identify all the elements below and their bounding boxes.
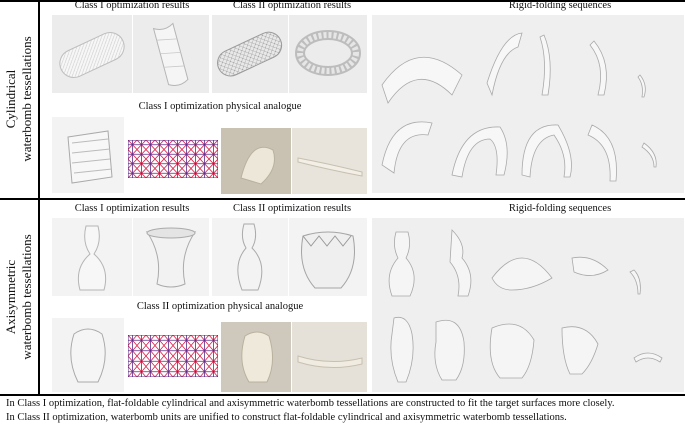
rigid-folding-title: Rigid-folding sequences [508,203,612,214]
analogue-title: Class I optimization physical analogue [138,101,302,112]
crease-pattern-svg-1 [128,140,218,178]
paper-model-photo-b [297,157,363,177]
pot-render [301,231,355,289]
class1-title: Class I optimization results [74,203,190,214]
analogue-photo-d [292,322,367,392]
vase-render-b [237,223,263,291]
middle-rule [0,198,685,200]
class1-vase-image [52,218,132,296]
left-divider [38,0,40,394]
cylinder-render-b [152,22,189,87]
class1-cylinder-image-b [133,15,209,93]
class2-cylinder-image-b [289,15,367,93]
hourglass-render [145,227,197,288]
crease-pattern-svg-2 [128,335,218,377]
analogue-photo-a [221,128,291,194]
section-label-axisymmetric: Axisymmetric waterbomb tessellations [3,197,37,397]
class1-cylinder-image-a [52,15,132,93]
class2-title: Class II optimization results [232,203,352,214]
class2-pot-image [289,218,367,296]
vase-render-a [77,225,107,291]
analogue-folded-model [52,117,124,193]
rigid-folding-render-1 [381,32,657,182]
class2-cylinder-image-a [212,15,288,93]
caption-line-2: In Class II optimization, waterbomb unit… [6,412,567,423]
caption-line-1: In Class I optimization, flat-foldable c… [6,398,615,409]
rigid-folding-title: Rigid-folding sequences [508,0,612,11]
analogue-photo-b [292,128,367,194]
folded-vase-render [70,328,106,383]
class2-title: Class II optimization results [232,0,352,11]
bottom-rule [0,394,685,396]
section-label-line2: waterbomb tessellations [19,234,34,360]
rigid-folding-panel-axisymmetric [372,218,684,392]
crease-pattern-axisymmetric [128,335,218,377]
top-rule [0,0,685,2]
paper-vase-photo [241,331,273,383]
cylinder-render-a [59,32,125,78]
rigid-folding-render-2 [388,229,663,383]
analogue-photo-c [221,322,291,392]
analogue-folded-vase [52,318,124,392]
cylinder-render-c [217,31,283,77]
section-label-line1: Axisymmetric [3,259,18,335]
analogue-title: Class II optimization physical analogue [136,301,304,312]
rigid-folding-panel-cylindrical [372,15,684,193]
section-label-line2: waterbomb tessellations [19,36,34,162]
class2-vase-image [212,218,288,296]
paper-sheet-photo [297,355,363,369]
class1-title: Class I optimization results [74,0,190,11]
section-label-cylindrical: Cylindrical waterbomb tessellations [3,0,37,199]
paper-model-photo-a [240,146,275,185]
class1-hourglass-image [133,218,209,296]
section-label-line1: Cylindrical [3,69,18,129]
folded-model-render [67,130,113,184]
ring-render [295,30,361,76]
crease-pattern-cylindrical [128,140,218,178]
